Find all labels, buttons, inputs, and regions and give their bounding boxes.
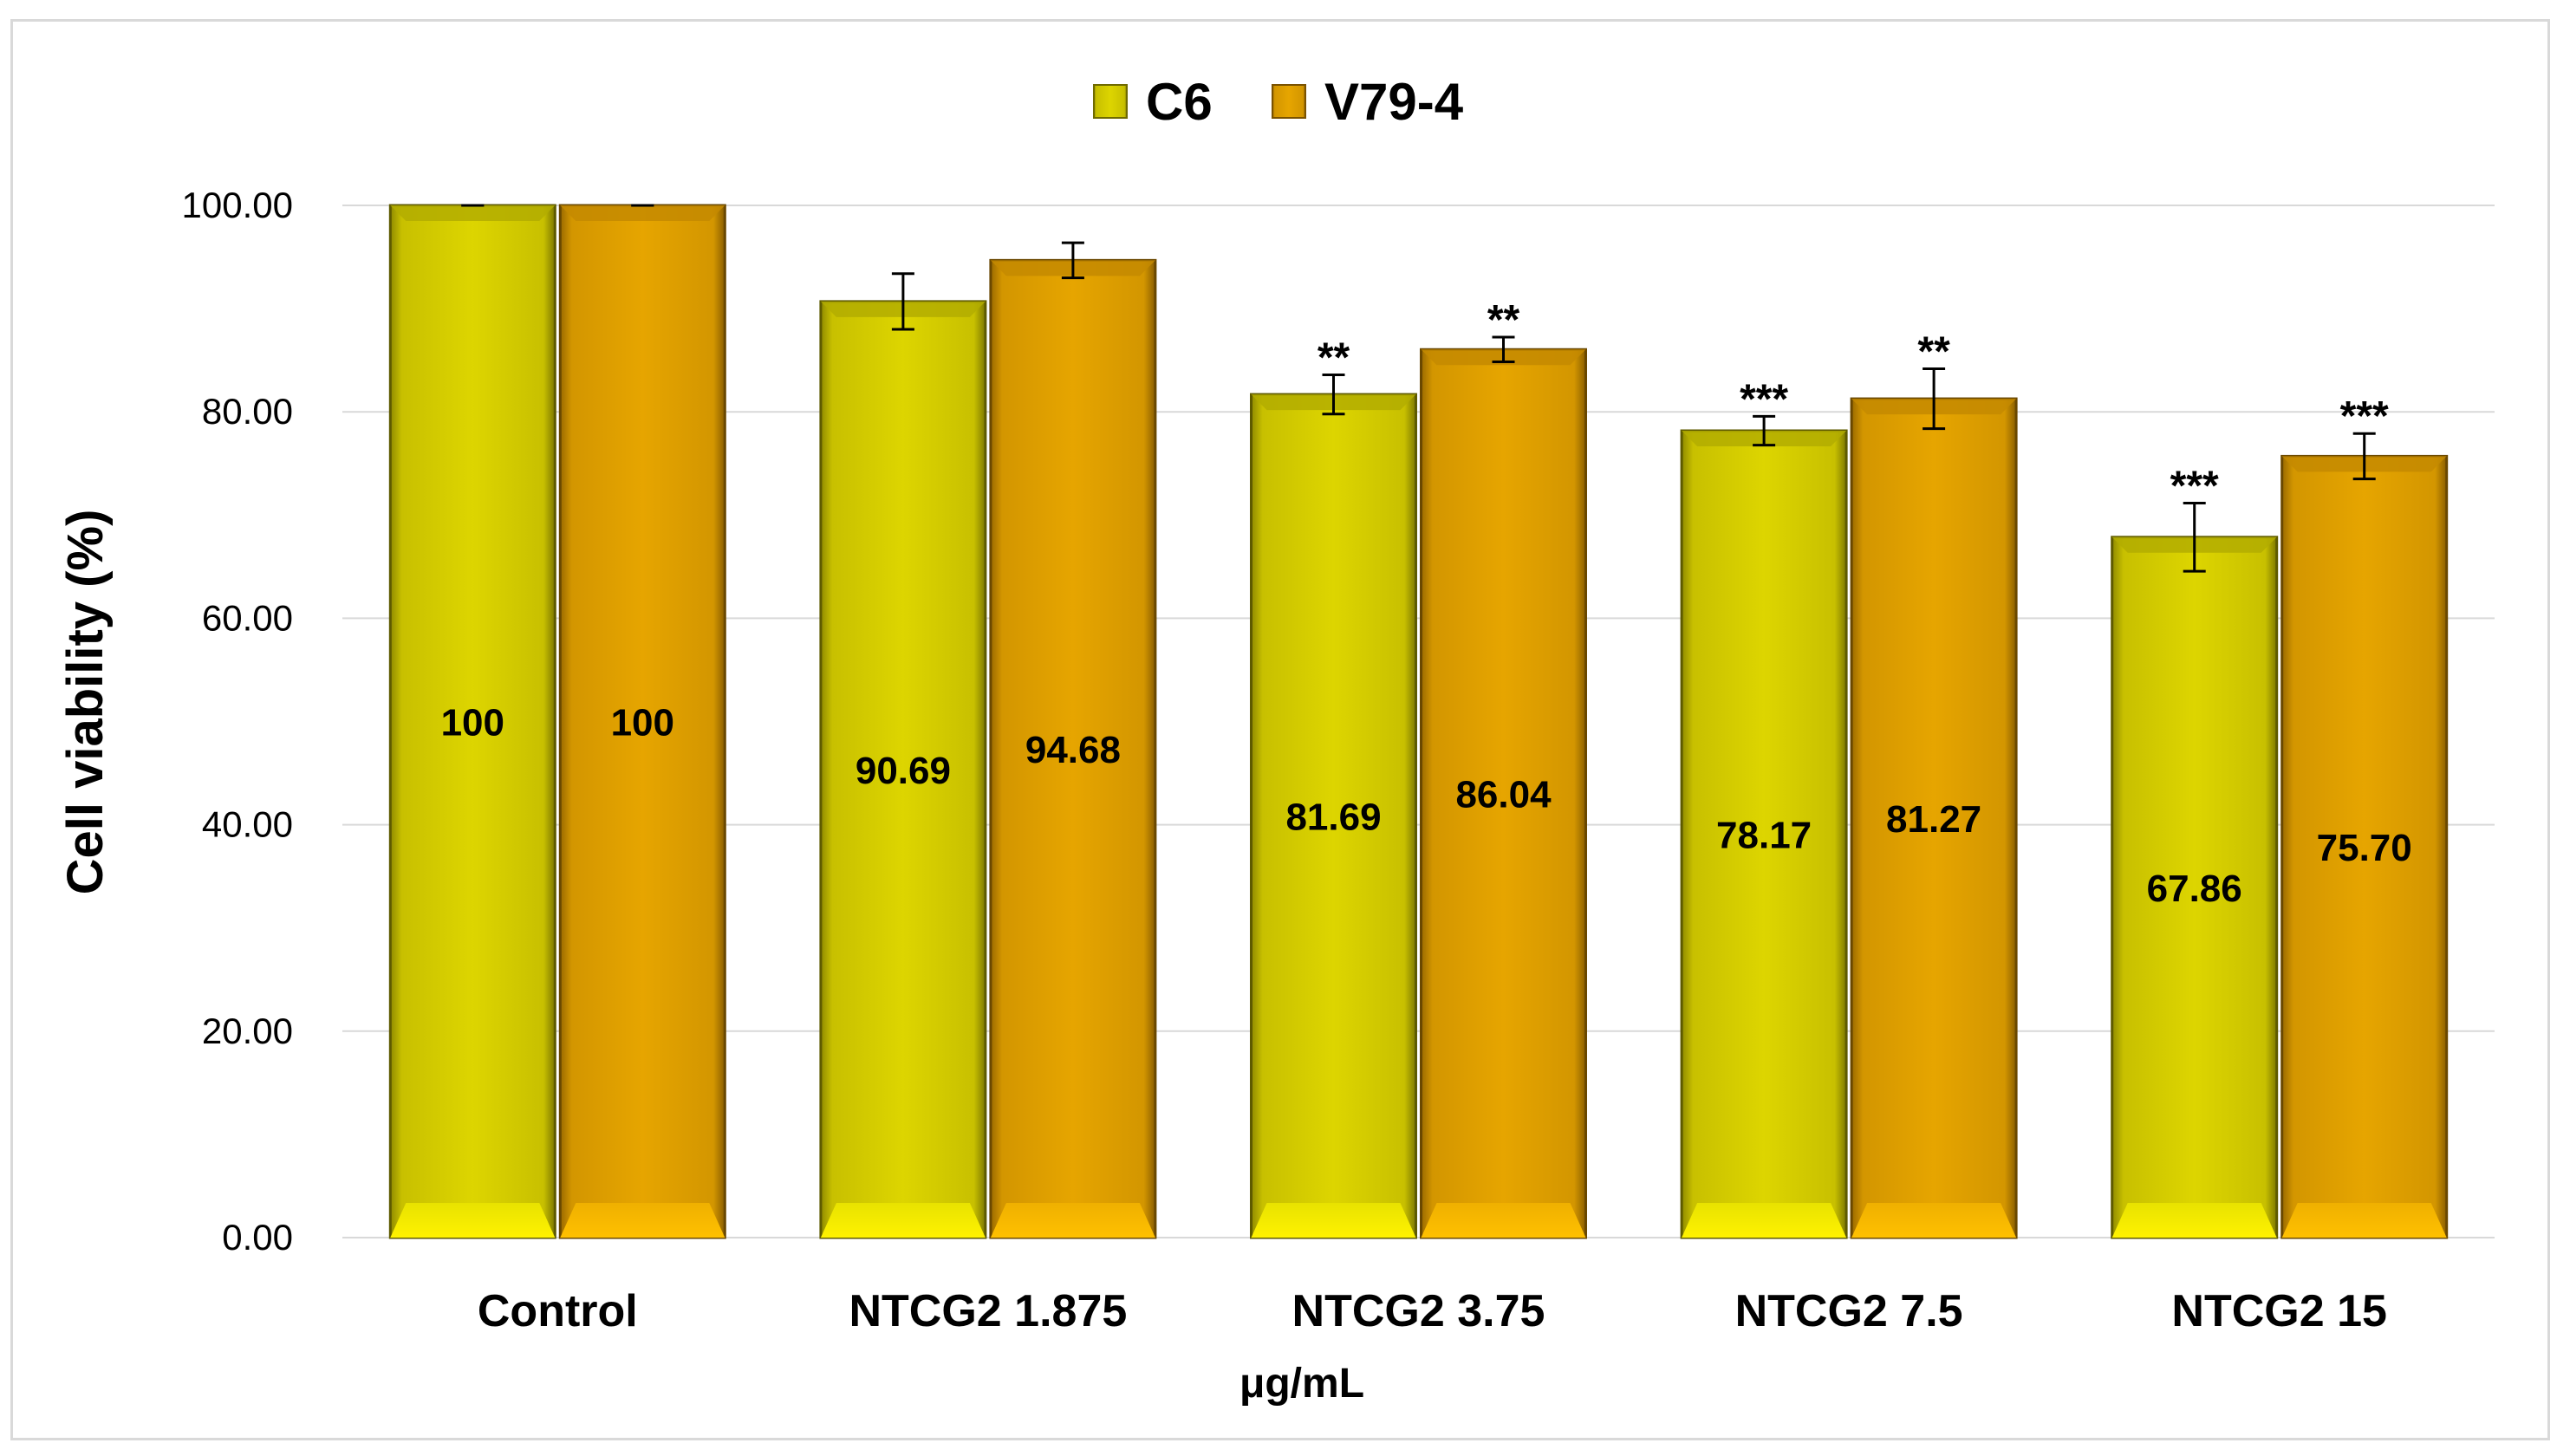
bar [2111,536,2279,1239]
x-axis-categories: Control NTCG2 1.875 NTCG2 3.75 NTCG2 7.5 NTC… [478,1286,2387,1336]
x-category-label: NTCG2 1.875 [849,1286,1127,1336]
data-label: 75.70 [2317,827,2412,869]
x-category-label: NTCG2 3.75 [1292,1286,1545,1336]
data-label: 78.17 [1716,814,1812,856]
legend-label-c6: C6 [1146,73,1213,131]
bar-group: 78.17 *** [1680,376,1848,1239]
data-label: 94.68 [1025,729,1121,771]
legend-item-c6: C6 [1093,73,1213,131]
bar-group: 90.69 [819,272,987,1239]
bar-group: 100 [388,204,556,1239]
x-axis-title: μg/mL [1239,1361,1364,1407]
y-tick-label: 60.00 [202,597,293,638]
data-label: 81.69 [1285,796,1381,839]
bar-base-bevel [2281,1203,2447,1238]
legend-label-v79-4: V79-4 [1324,73,1464,131]
x-category-label: Control [478,1286,638,1336]
y-tick-label: 20.00 [202,1011,293,1051]
y-axis-ticks: 0.00 20.00 40.00 60.00 80.00 100.00 [182,185,293,1258]
bar-base-bevel [560,1203,725,1238]
data-label: 81.27 [1886,798,1981,841]
bar-group: 94.68 [989,241,1157,1239]
data-label: 90.69 [856,750,951,792]
legend: C6 V79-4 [1093,73,1464,131]
bar-base-bevel [1682,1203,1847,1238]
bar [558,204,726,1239]
bar-group: 81.69 ** [1250,335,1417,1239]
significance-marker: ** [1917,329,1950,375]
bar-base-bevel [1421,1203,1586,1238]
data-label: 67.86 [2147,868,2242,910]
bar-group: 75.70 *** [2280,393,2449,1239]
significance-marker: ** [1318,335,1350,380]
bar-base-bevel [820,1203,986,1238]
bars: 100 100 90.69 94.68 81.69 ** 86.04 ** 78.17 *** 81… [388,204,2449,1239]
x-category-label: NTCG2 7.5 [1735,1286,1963,1336]
bar [819,300,987,1239]
significance-marker: *** [2340,393,2389,439]
bar [1420,348,1587,1239]
bar-base-bevel [390,1203,556,1238]
data-label: 86.04 [1455,774,1552,816]
bar-base-bevel [1251,1203,1416,1238]
bar-group: 67.86 *** [2111,463,2279,1239]
significance-marker: ** [1487,297,1520,343]
legend-item-v79-4: V79-4 [1272,73,1464,131]
significance-marker: *** [2170,463,2219,509]
bar [1680,429,1848,1239]
bar [1850,397,2018,1239]
y-tick-label: 100.00 [182,185,293,225]
bar-group: 100 [558,204,726,1239]
bar [989,258,1157,1239]
legend-swatch-c6 [1093,84,1128,119]
x-category-label: NTCG2 15 [2171,1286,2387,1336]
y-tick-label: 40.00 [202,804,293,845]
bar-group: 86.04 ** [1420,297,1587,1239]
data-label: 100 [441,702,504,744]
bar-group: 81.27 ** [1850,329,2018,1239]
significance-marker: *** [1740,376,1788,422]
bar-top-bevel [560,205,725,221]
bar [2280,454,2449,1239]
y-tick-label: 0.00 [222,1217,293,1258]
bar [388,204,556,1239]
y-tick-label: 80.00 [202,391,293,432]
data-label: 100 [611,702,674,744]
bar-base-bevel [990,1203,1155,1238]
bar-top-bevel [390,205,556,221]
y-axis-title: Cell viability (%) [57,510,114,895]
legend-swatch-v79-4 [1272,84,1306,119]
bar-base-bevel [1851,1203,2017,1238]
bar-base-bevel [2111,1203,2277,1238]
